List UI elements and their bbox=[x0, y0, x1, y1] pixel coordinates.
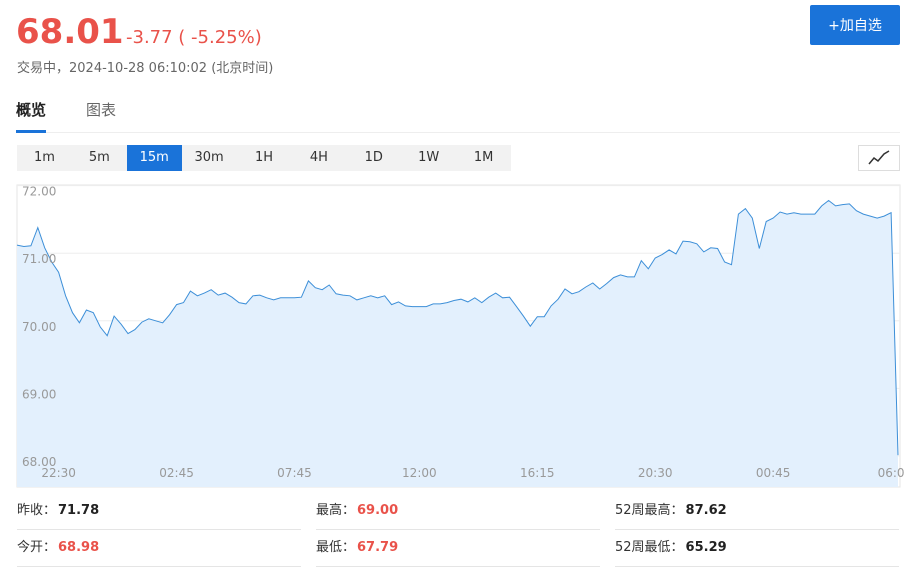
y-tick-label: 71.00 bbox=[22, 252, 56, 266]
interval-button[interactable]: 1D bbox=[364, 150, 383, 165]
stat-value: 69.00 bbox=[357, 503, 399, 518]
x-tick-label: 16:15 bbox=[520, 466, 555, 480]
price-change: -3.77 ( -5.25%) bbox=[126, 27, 262, 48]
area bbox=[17, 200, 898, 487]
interval-button[interactable]: 1W bbox=[418, 150, 440, 165]
stat-cell: 最高： 69.00 bbox=[316, 493, 600, 530]
stat-label: 最低： bbox=[316, 540, 356, 555]
stat-cell: 最低： 67.79 bbox=[316, 530, 600, 567]
y-tick-label: 68.00 bbox=[22, 455, 56, 469]
y-tick-label: 72.00 bbox=[22, 185, 56, 199]
stat-value: 65.29 bbox=[685, 540, 727, 555]
interval-button[interactable]: 15m bbox=[126, 145, 182, 171]
stat-value: 87.62 bbox=[685, 503, 727, 518]
interval-button[interactable]: 1H bbox=[254, 150, 274, 165]
line bbox=[16, 199, 899, 456]
x-tick-label: 02:45 bbox=[159, 466, 194, 480]
stat-label: 最高： bbox=[316, 503, 356, 518]
stat-value: 67.79 bbox=[357, 540, 399, 555]
stat-cell: 昨收： 71.78 bbox=[17, 493, 301, 530]
interval-button[interactable]: 5m bbox=[88, 150, 110, 165]
tab[interactable]: 图表 bbox=[86, 101, 117, 119]
status: 交易中，2024-10-28 06:10:02 (北京时间) bbox=[17, 61, 274, 76]
stat-label: 昨收： bbox=[17, 503, 57, 518]
tabs: 概览 图表 bbox=[16, 96, 900, 133]
y-tick-label: 69.00 bbox=[22, 387, 56, 401]
x-tick-label: 07:45 bbox=[277, 466, 312, 480]
y-tick-label: 70.00 bbox=[22, 320, 56, 334]
stat-value: 68.98 bbox=[58, 540, 100, 555]
x-tick-label: 22:30 bbox=[41, 466, 76, 480]
stat-cell: 今开： 68.98 bbox=[17, 530, 301, 567]
chart-style-button[interactable] bbox=[858, 145, 900, 171]
stat-label: 今开： bbox=[17, 540, 57, 555]
stat-cell: 52周最高： 87.62 bbox=[615, 493, 899, 530]
stat-label: 52周最低： bbox=[615, 540, 684, 555]
add-watchlist-button[interactable]: +加自选 bbox=[810, 5, 900, 45]
stats: 昨收： 71.78 最高： 69.00 52周最高： 87.62 今开： 68.98 最低： 67… bbox=[17, 493, 901, 567]
interval-button[interactable]: 30m bbox=[194, 150, 224, 165]
tab[interactable]: 概览 bbox=[16, 96, 47, 133]
stat-cell: 52周最低： 65.29 bbox=[615, 530, 899, 567]
interval-button[interactable]: 1m bbox=[33, 150, 55, 165]
x-tick-label: 06:0 bbox=[878, 466, 905, 480]
x-tick-label: 20:30 bbox=[638, 466, 673, 480]
stat-label: 52周最高： bbox=[615, 503, 684, 518]
stat-value: 71.78 bbox=[58, 503, 100, 518]
x-tick-label: 00:45 bbox=[756, 466, 791, 480]
price: 68.01 bbox=[16, 12, 124, 52]
x-tick-label: 12:00 bbox=[402, 466, 437, 480]
interval-button[interactable]: 4H bbox=[309, 150, 328, 165]
chart-style-icon bbox=[868, 150, 890, 165]
interval-button[interactable]: 1M bbox=[473, 150, 494, 165]
interval-bar: 1m 5m 15m 30m 1H 4H 1D 1W 1M bbox=[17, 145, 511, 171]
